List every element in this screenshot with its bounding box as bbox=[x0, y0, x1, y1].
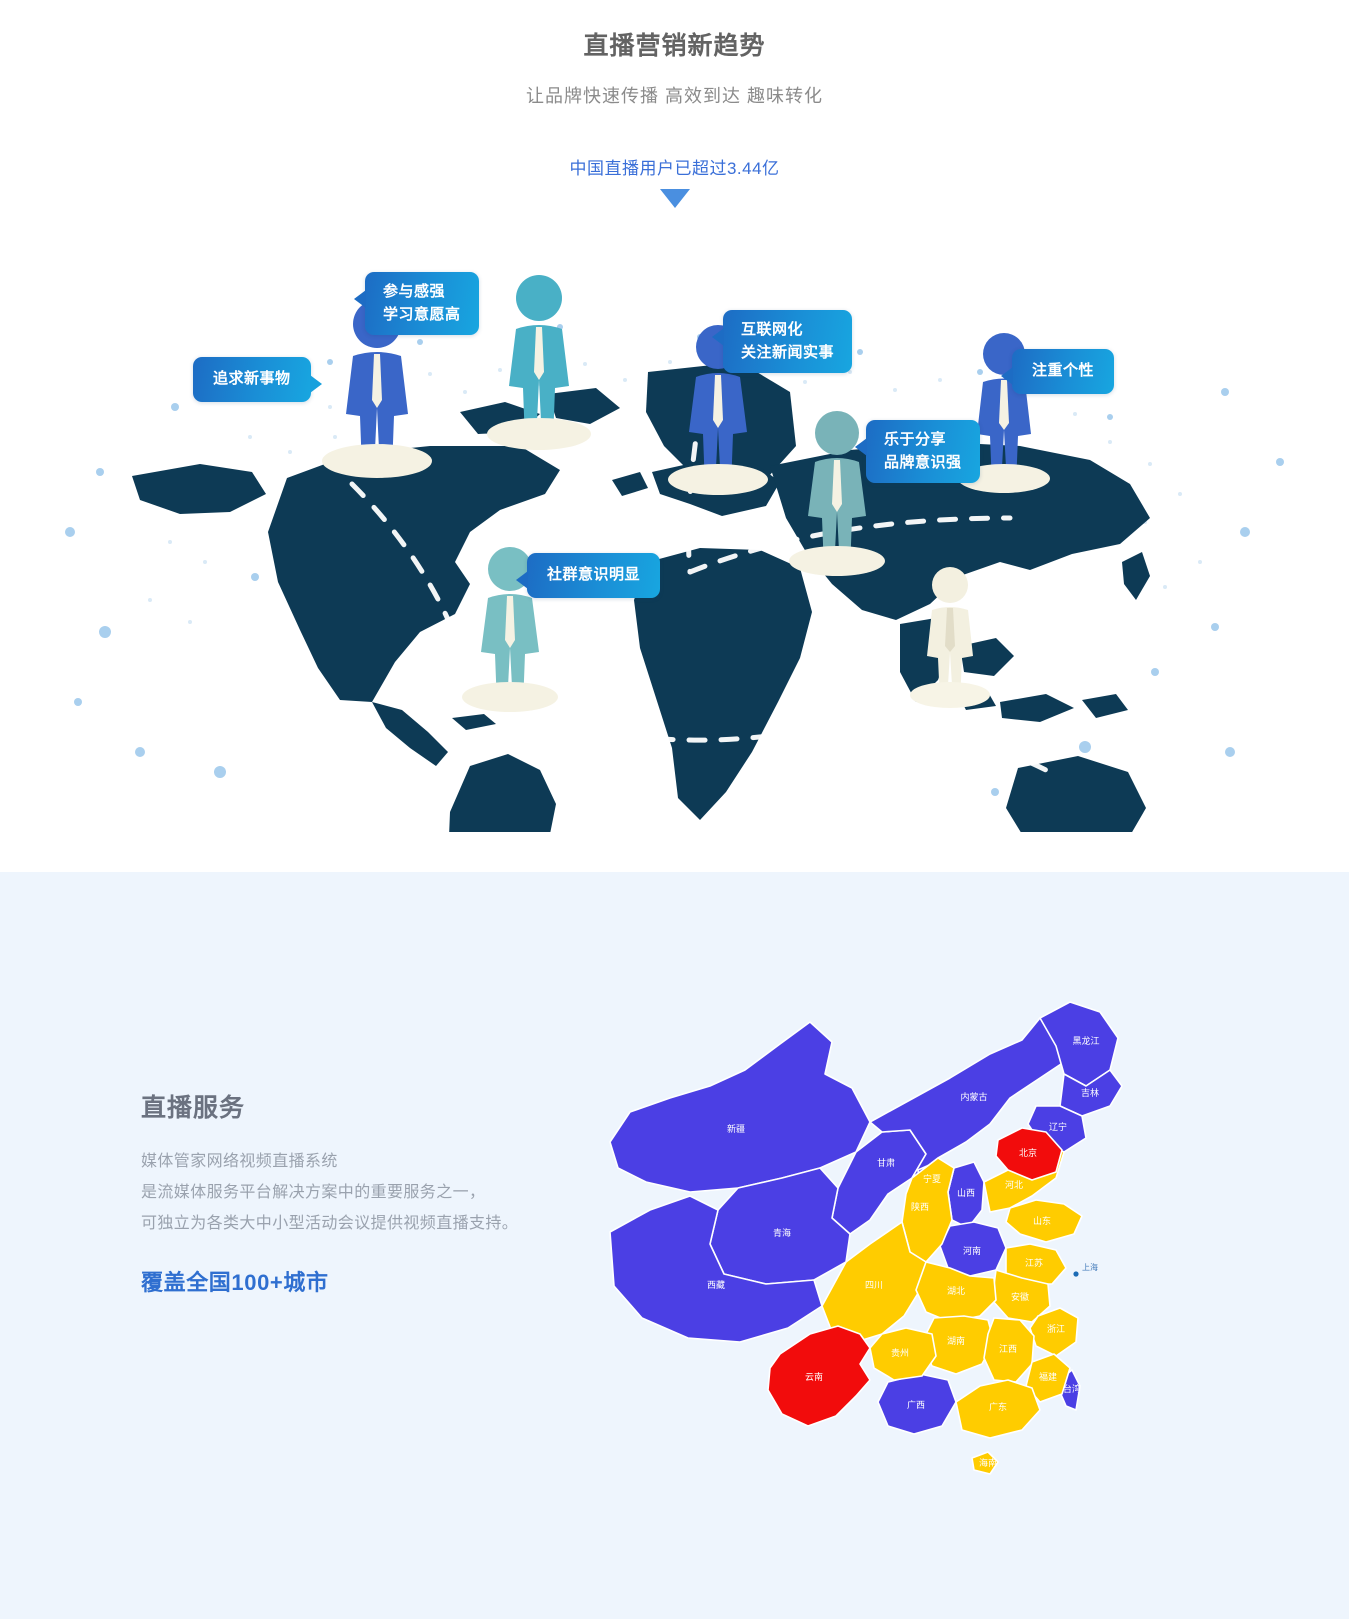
province-guizhou bbox=[869, 1327, 937, 1381]
province-shaanxi bbox=[901, 1157, 955, 1263]
province-label-shandong: 山东 bbox=[1033, 1215, 1051, 1226]
province-label-guangdong: 广东 bbox=[989, 1401, 1007, 1412]
province-label-taiwan: 台湾 bbox=[1063, 1383, 1081, 1394]
province-anhui bbox=[991, 1269, 1051, 1323]
bubble-3: 互联网化 关注新闻实事 bbox=[712, 310, 853, 373]
service-line-3: 可独立为各类大中小型活动会议提供视频直播支持。 bbox=[141, 1215, 519, 1232]
province-label-liaoning: 辽宁 bbox=[1049, 1121, 1067, 1132]
bubble-4-line-1: 注重个性 bbox=[1032, 362, 1095, 379]
bubble-4: 注重个性 bbox=[1001, 349, 1115, 394]
province-label-qinghai: 青海 bbox=[773, 1227, 791, 1238]
province-hainan bbox=[971, 1451, 999, 1475]
province-label-xinjiang: 新疆 bbox=[727, 1123, 745, 1134]
province-yunnan bbox=[767, 1325, 871, 1427]
province-label-ningxia: 宁夏 bbox=[923, 1173, 941, 1184]
province-label-gansu: 甘肃 bbox=[877, 1157, 895, 1168]
province-label-hunan: 湖南 bbox=[947, 1335, 965, 1346]
province-label-yunnan: 云南 bbox=[805, 1371, 823, 1382]
province-shandong bbox=[1005, 1199, 1083, 1243]
bubble-6: 社群意识明显 bbox=[516, 553, 661, 598]
city-label-shanghai: 上海 bbox=[1082, 1262, 1098, 1272]
province-beijing bbox=[995, 1127, 1063, 1181]
person-icon bbox=[808, 411, 866, 570]
person-icon bbox=[509, 275, 569, 442]
bubble-3-line-1: 互联网化 bbox=[741, 321, 804, 338]
bubble-5-line-1: 乐于分享 bbox=[884, 431, 947, 448]
service-line-2: 是流媒体服务平台解决方案中的重要服务之一， bbox=[141, 1184, 486, 1201]
stat-text: 中国直播用户已超过3.44亿 bbox=[569, 159, 780, 178]
province-label-sichuan: 四川 bbox=[865, 1280, 883, 1290]
service-copy: 直播服务 媒体管家网络视频直播系统 是流媒体服务平台解决方案中的重要服务之一， … bbox=[141, 1088, 621, 1297]
chevron-down-icon bbox=[659, 189, 690, 208]
bubble-tail-icon bbox=[712, 328, 724, 346]
province-label-zhejiang: 浙江 bbox=[1047, 1323, 1065, 1334]
province-label-hainan: 海南 bbox=[979, 1457, 997, 1468]
bubble-2-line-1: 参与感强 bbox=[383, 283, 446, 300]
bubble-5-line-2: 品牌意识强 bbox=[884, 453, 962, 471]
china-map-svg: 新疆 甘肃 青海 西藏 内蒙古 黑龙江 吉林 辽宁 宁夏 山西 河南 北京 河北… bbox=[609, 1001, 1123, 1475]
person-icon bbox=[927, 567, 973, 702]
bubble-tail-icon bbox=[855, 438, 867, 456]
province-guangxi bbox=[877, 1373, 957, 1435]
bubble-tail-icon bbox=[516, 571, 528, 589]
service-highlight: 覆盖全国100+城市 bbox=[141, 1270, 329, 1295]
person-figure-5 bbox=[789, 408, 885, 576]
province-xinjiang bbox=[609, 1021, 871, 1193]
service-title: 直播服务 bbox=[141, 1094, 246, 1122]
city-marker-shanghai bbox=[1073, 1271, 1079, 1277]
person-figure-2 bbox=[487, 272, 591, 450]
china-map-illustration: 新疆 甘肃 青海 西藏 内蒙古 黑龙江 吉林 辽宁 宁夏 山西 河南 北京 河北… bbox=[570, 982, 1170, 1512]
bubble-tail-icon bbox=[354, 290, 366, 308]
person-figure-7 bbox=[910, 564, 990, 708]
province-neimenggu bbox=[869, 1017, 1071, 1179]
province-label-hubei: 湖北 bbox=[947, 1286, 965, 1296]
province-label-jiangxi: 江西 bbox=[999, 1344, 1017, 1354]
bubble-1: 追求新事物 bbox=[193, 357, 322, 402]
province-label-neimenggu: 内蒙古 bbox=[960, 1091, 987, 1102]
province-label-heilongjiang: 黑龙江 bbox=[1072, 1035, 1099, 1046]
province-hubei bbox=[915, 1261, 997, 1323]
province-guangdong bbox=[955, 1379, 1041, 1439]
world-map-illustration: 追求新事物 参与感强 学习意愿高 互联网化 关注新闻实事 注重个性 乐于分享 品… bbox=[0, 232, 1349, 832]
stat-block: 中国直播用户已超过3.44亿 bbox=[0, 154, 1349, 208]
province-label-anhui: 安徽 bbox=[1011, 1291, 1029, 1302]
province-label-guangxi: 广西 bbox=[907, 1399, 925, 1410]
bubble-1-line-1: 追求新事物 bbox=[213, 370, 291, 387]
bubble-tail-icon bbox=[1001, 367, 1013, 385]
province-label-shaanxi: 陕西 bbox=[911, 1201, 929, 1212]
service-section: 直播服务 媒体管家网络视频直播系统 是流媒体服务平台解决方案中的重要服务之一， … bbox=[0, 872, 1349, 1619]
province-zhejiang bbox=[1029, 1307, 1079, 1357]
province-label-henan: 河南 bbox=[963, 1245, 981, 1256]
province-labels: 新疆 甘肃 青海 西藏 内蒙古 黑龙江 吉林 辽宁 宁夏 山西 河南 北京 河北… bbox=[707, 1035, 1100, 1468]
province-label-jilin: 吉林 bbox=[1081, 1087, 1099, 1098]
province-xizang bbox=[609, 1195, 823, 1343]
bubble-2-line-2: 学习意愿高 bbox=[383, 305, 461, 323]
province-label-jiangsu: 江苏 bbox=[1025, 1257, 1043, 1268]
province-label-shanxi: 山西 bbox=[957, 1188, 975, 1198]
person-figure-1 bbox=[322, 296, 432, 478]
bubble-3-line-2: 关注新闻实事 bbox=[741, 343, 835, 361]
bubble-tail-icon bbox=[309, 375, 322, 393]
province-label-xizang: 西藏 bbox=[707, 1279, 725, 1290]
province-label-beijing: 北京 bbox=[1019, 1147, 1037, 1158]
bubble-2: 参与感强 学习意愿高 bbox=[354, 272, 479, 335]
service-line-1: 媒体管家网络视频直播系统 bbox=[141, 1153, 338, 1170]
province-label-guizhou: 贵州 bbox=[891, 1347, 909, 1358]
page-subtitle: 让品牌快速传播 高效到达 趣味转化 bbox=[525, 86, 823, 106]
bubble-6-line-1: 社群意识明显 bbox=[547, 566, 641, 583]
province-label-fujian: 福建 bbox=[1039, 1371, 1057, 1382]
hero-section: 直播营销新趋势 让品牌快速传播 高效到达 趣味转化 中国直播用户已超过3.44亿 bbox=[0, 32, 1349, 832]
bubble-5: 乐于分享 品牌意识强 bbox=[855, 420, 980, 483]
province-label-hebei: 河北 bbox=[1005, 1179, 1023, 1190]
page-title: 直播营销新趋势 bbox=[583, 32, 766, 60]
